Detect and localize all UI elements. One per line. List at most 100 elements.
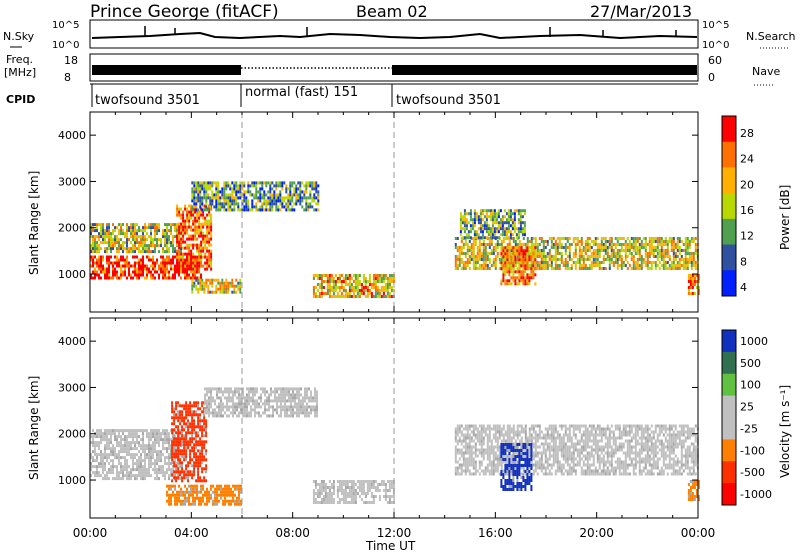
range-gate-cell bbox=[173, 476, 176, 480]
range-gate-cell bbox=[263, 199, 266, 203]
range-gate-cell bbox=[166, 429, 168, 433]
range-gate-cell bbox=[338, 280, 341, 283]
range-gate-cell bbox=[199, 419, 202, 423]
range-gate-cell bbox=[497, 236, 500, 240]
range-gate-cell bbox=[340, 274, 343, 277]
range-gate-cell bbox=[305, 202, 308, 206]
range-gate-cell bbox=[114, 450, 116, 454]
range-gate-cell bbox=[638, 258, 641, 261]
range-gate-cell bbox=[380, 280, 383, 283]
range-gate-cell bbox=[273, 193, 276, 197]
range-gate-cell bbox=[199, 413, 202, 417]
range-gate-cell bbox=[524, 246, 527, 249]
range-gate-cell bbox=[274, 399, 276, 403]
range-gate-cell bbox=[382, 480, 385, 483]
range-gate-cell bbox=[176, 267, 179, 271]
range-gate-cell bbox=[497, 215, 500, 219]
range-gate-cell bbox=[576, 237, 579, 240]
range-gate-cell bbox=[508, 264, 511, 268]
range-gate-cell bbox=[504, 237, 507, 240]
range-gate-cell bbox=[158, 477, 160, 481]
range-gate-cell bbox=[344, 492, 347, 495]
range-gate-cell bbox=[530, 237, 533, 240]
range-gate-cell bbox=[192, 210, 195, 214]
range-gate-cell bbox=[521, 221, 524, 225]
range-gate-cell bbox=[456, 267, 459, 270]
range-gate-cell bbox=[465, 227, 468, 231]
range-gate-cell bbox=[120, 267, 122, 271]
range-gate-cell bbox=[240, 393, 242, 397]
range-gate-cell bbox=[142, 477, 144, 481]
range-gate-cell bbox=[212, 490, 214, 494]
range-gate-cell bbox=[676, 261, 679, 264]
range-gate-cell bbox=[228, 399, 230, 403]
range-gate-cell bbox=[219, 202, 222, 206]
range-gate-cell bbox=[136, 261, 138, 265]
range-gate-cell bbox=[642, 237, 645, 240]
range-gate-cell bbox=[234, 402, 236, 406]
range-gate-cell bbox=[224, 390, 226, 394]
range-gate-cell bbox=[178, 234, 181, 238]
range-gate-cell bbox=[197, 196, 200, 200]
range-gate-cell bbox=[196, 255, 199, 259]
range-gate-cell bbox=[178, 490, 180, 494]
range-gate-cell bbox=[106, 223, 108, 227]
range-gate-cell bbox=[504, 282, 507, 286]
range-gate-cell bbox=[225, 290, 228, 294]
range-gate-cell bbox=[162, 447, 164, 451]
range-gate-cell bbox=[475, 236, 478, 240]
range-gate-cell bbox=[156, 232, 158, 236]
range-gate-cell bbox=[225, 287, 228, 291]
range-gate-cell bbox=[208, 222, 211, 226]
range-gate-cell bbox=[210, 493, 212, 497]
range-gate-cell bbox=[205, 184, 208, 188]
range-gate-cell bbox=[664, 240, 667, 243]
range-gate-cell bbox=[120, 247, 122, 251]
range-gate-cell bbox=[102, 468, 104, 472]
range-gate-cell bbox=[476, 261, 479, 264]
range-gate-cell bbox=[211, 193, 214, 197]
range-gate-cell bbox=[108, 229, 110, 233]
range-gate-cell bbox=[312, 489, 315, 492]
range-gate-cell bbox=[491, 209, 494, 213]
range-gate-cell bbox=[142, 447, 144, 451]
range-gate-cell bbox=[142, 270, 144, 274]
range-gate-cell bbox=[160, 270, 162, 274]
range-gate-cell bbox=[384, 486, 387, 489]
range-gate-cell bbox=[472, 243, 475, 246]
range-gate-cell bbox=[260, 393, 262, 397]
range-gate-cell bbox=[378, 489, 381, 492]
range-gate-cell bbox=[154, 462, 156, 466]
range-gate-cell bbox=[179, 470, 182, 474]
range-gate-cell bbox=[110, 276, 112, 280]
range-gate-cell bbox=[144, 462, 146, 466]
range-gate-cell bbox=[691, 277, 694, 280]
range-gate-cell bbox=[330, 486, 333, 489]
range-gate-cell bbox=[152, 276, 154, 280]
range-gate-cell bbox=[166, 244, 168, 248]
range-gate-cell bbox=[697, 277, 700, 280]
range-gate-cell bbox=[626, 243, 629, 246]
range-gate-cell bbox=[472, 237, 475, 240]
range-gate-cell bbox=[500, 279, 503, 283]
range-gate-cell bbox=[122, 229, 124, 233]
range-gate-cell bbox=[233, 284, 236, 288]
range-gate-cell bbox=[232, 499, 234, 503]
range-gate-cell bbox=[174, 226, 176, 230]
range-gate-cell bbox=[324, 498, 327, 501]
range-gate-cell bbox=[454, 237, 457, 240]
range-gate-cell bbox=[192, 255, 194, 259]
range-gate-cell bbox=[238, 499, 240, 503]
range-gate-cell bbox=[506, 252, 509, 256]
range-gate-cell bbox=[476, 246, 479, 249]
range-gate-cell bbox=[243, 199, 246, 203]
range-gate-cell bbox=[106, 235, 108, 239]
range-gate-cell bbox=[358, 495, 361, 498]
range-gate-cell bbox=[354, 498, 357, 501]
range-gate-cell bbox=[92, 250, 94, 254]
range-gate-cell bbox=[374, 292, 377, 295]
range-gate-cell bbox=[267, 208, 270, 212]
range-gate-cell bbox=[175, 416, 178, 420]
range-gate-cell bbox=[374, 286, 377, 289]
range-gate-cell bbox=[352, 280, 355, 283]
